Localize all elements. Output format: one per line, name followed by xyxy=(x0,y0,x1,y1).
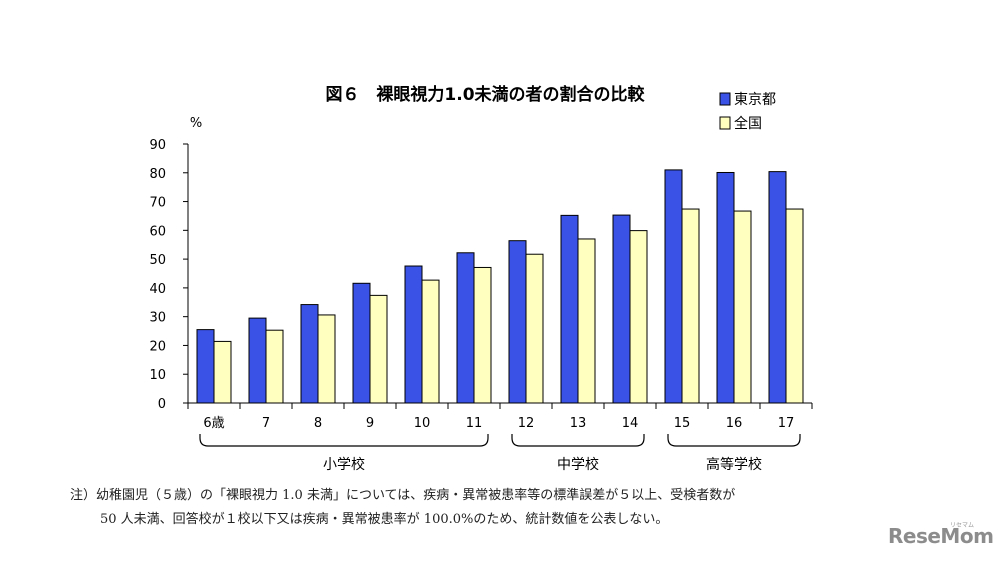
bar-tokyo-6 xyxy=(508,240,527,404)
bar-tokyo-1 xyxy=(248,317,267,404)
bar-national-0 xyxy=(213,340,232,404)
bar-national-11 xyxy=(785,208,804,404)
x-category-label: 7 xyxy=(262,416,270,431)
bar-tokyo-9 xyxy=(664,169,683,404)
x-category-label: 13 xyxy=(570,416,587,431)
group-label: 高等学校 xyxy=(706,456,762,473)
y-axis-unit-label: % xyxy=(190,116,202,131)
y-tick-label: 20 xyxy=(149,339,166,354)
group-bracket xyxy=(511,434,645,447)
y-tick-label: 60 xyxy=(149,224,166,239)
bar-national-1 xyxy=(265,329,284,404)
brand-logo: ReseMom xyxy=(888,524,994,548)
chart-title: 図６ 裸眼視力1.0未満の者の割合の比較 xyxy=(325,84,645,105)
bar-tokyo-11 xyxy=(768,171,787,404)
bar-tokyo-2 xyxy=(300,304,319,404)
y-tick-label: 70 xyxy=(149,196,166,211)
y-tick-label: 30 xyxy=(149,311,166,326)
bar-national-5 xyxy=(473,266,492,404)
x-category-label: 11 xyxy=(466,416,483,431)
group-bracket xyxy=(667,434,801,447)
x-category-label: 14 xyxy=(622,416,639,431)
bar-national-7 xyxy=(577,238,596,404)
bar-national-9 xyxy=(681,208,700,404)
x-category-label: 12 xyxy=(518,416,535,431)
x-category-label: 15 xyxy=(674,416,691,431)
bar-national-10 xyxy=(733,210,752,404)
bar-tokyo-4 xyxy=(404,265,423,404)
bar-tokyo-10 xyxy=(716,171,735,404)
x-category-label: 9 xyxy=(366,416,374,431)
bar-national-4 xyxy=(421,279,440,404)
legend-label: 東京都 xyxy=(734,92,776,108)
y-tick-label: 10 xyxy=(149,368,166,383)
x-category-label: 10 xyxy=(414,416,431,431)
bar-national-2 xyxy=(317,314,336,404)
bars xyxy=(196,169,804,404)
x-category-label: 16 xyxy=(726,416,743,431)
x-category-label: 8 xyxy=(314,416,322,431)
bar-national-8 xyxy=(629,230,648,404)
bar-tokyo-5 xyxy=(456,252,475,404)
bar-tokyo-8 xyxy=(612,214,631,404)
footnote-line-2: 50 人未満、回答校が１校以下又は疾病・異常被患率が 100.0%のため、統計数… xyxy=(100,512,669,527)
y-axis: 0 10 20 30 40 50 60 70 80 90 xyxy=(149,138,189,412)
y-tick-label: 80 xyxy=(149,167,166,182)
y-tick-label: 50 xyxy=(149,253,166,268)
group-label: 中学校 xyxy=(557,456,599,473)
x-axis: 6歳 7 8 9 10 11 12 13 14 15 16 17 xyxy=(187,402,813,431)
bar-tokyo-0 xyxy=(196,329,215,404)
legend-swatch xyxy=(719,92,731,106)
bar-chart: 図６ 裸眼視力1.0未満の者の割合の比較 % 01020304050607080… xyxy=(149,84,813,473)
footnote-line-1: 注）幼稚園児（５歳）の「裸眼視力 1.0 未満」については、疾病・異常被患率等の… xyxy=(70,488,736,503)
footnote: 注）幼稚園児（５歳）の「裸眼視力 1.0 未満」については、疾病・異常被患率等の… xyxy=(70,484,950,532)
x-category-label: 6歳 xyxy=(203,416,224,431)
brand-logo-sub: リセマム xyxy=(950,522,975,529)
legend-swatch xyxy=(719,116,731,130)
legend-label: 全国 xyxy=(734,115,762,132)
group-label: 小学校 xyxy=(323,456,365,473)
y-tick-label: 0 xyxy=(158,397,166,412)
y-tick-label: 90 xyxy=(149,138,166,153)
group-bracket xyxy=(199,434,489,447)
y-tick-label: 40 xyxy=(149,282,166,297)
bar-tokyo-7 xyxy=(560,214,579,404)
bar-national-3 xyxy=(369,294,388,404)
bar-tokyo-3 xyxy=(352,282,371,404)
bar-national-6 xyxy=(525,253,544,404)
category-groups: 小学校 中学校 高等学校 xyxy=(199,434,801,473)
x-category-label: 17 xyxy=(778,416,795,431)
